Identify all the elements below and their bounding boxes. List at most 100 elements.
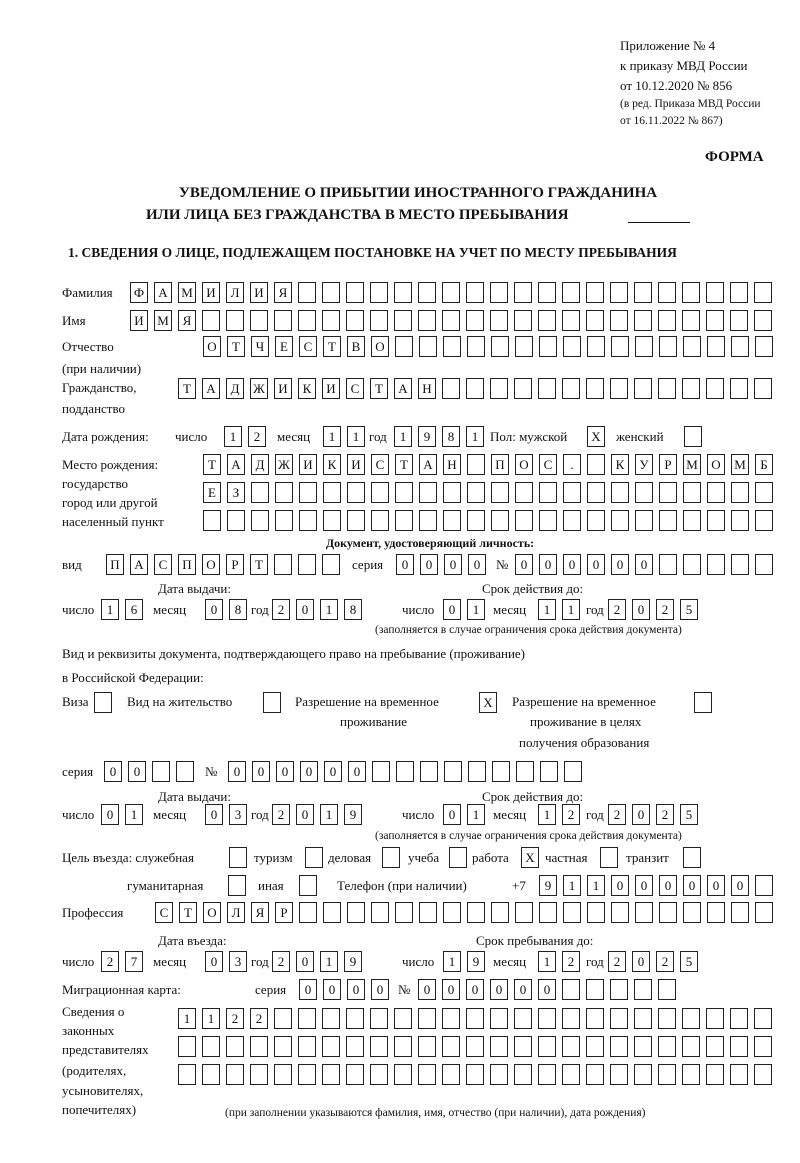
profession-box[interactable] — [563, 902, 581, 923]
reps-1-box[interactable] — [418, 1008, 436, 1029]
id-kind-box[interactable] — [274, 554, 292, 575]
sex-male-box[interactable]: X — [587, 426, 605, 447]
surname-box[interactable]: И — [202, 282, 220, 303]
mc-number-box[interactable]: 0 — [466, 979, 484, 1000]
reps-3-box[interactable] — [658, 1064, 676, 1085]
id-number-box[interactable]: 0 — [563, 554, 581, 575]
reps-1-box[interactable]: 2 — [250, 1008, 268, 1029]
id-issue-month-box[interactable]: 0 — [205, 599, 223, 620]
id-kind-box[interactable] — [322, 554, 340, 575]
profession-box[interactable] — [539, 902, 557, 923]
id-kind-box[interactable]: А — [130, 554, 148, 575]
reps-1-box[interactable] — [562, 1008, 580, 1029]
birthplace-3-box[interactable] — [683, 510, 701, 531]
birthplace-3-box[interactable] — [707, 510, 725, 531]
name-box[interactable] — [706, 310, 724, 331]
birthplace-1-box[interactable]: И — [299, 454, 317, 475]
birthplace-2-box[interactable] — [611, 482, 629, 503]
name-box[interactable] — [754, 310, 772, 331]
patronymic-box[interactable] — [563, 336, 581, 357]
citizenship-box[interactable]: Н — [418, 378, 436, 399]
stay-number-box[interactable]: 0 — [228, 761, 246, 782]
reps-1-box[interactable] — [322, 1008, 340, 1029]
birthplace-3-box[interactable] — [347, 510, 365, 531]
reps-2-box[interactable] — [490, 1036, 508, 1057]
citizenship-box[interactable] — [442, 378, 460, 399]
birthplace-3-box[interactable] — [371, 510, 389, 531]
reps-1-box[interactable] — [274, 1008, 292, 1029]
profession-box[interactable] — [299, 902, 317, 923]
purpose-humanitarian-box[interactable] — [228, 875, 246, 896]
citizenship-box[interactable]: К — [298, 378, 316, 399]
birthplace-1-box[interactable]: М — [683, 454, 701, 475]
patronymic-box[interactable] — [707, 336, 725, 357]
birthplace-3-box[interactable] — [275, 510, 293, 531]
birthplace-2-box[interactable] — [515, 482, 533, 503]
stay-valid-day-box[interactable]: 0 — [443, 804, 461, 825]
reps-1-box[interactable] — [514, 1008, 532, 1029]
birthplace-2-box[interactable]: Е — [203, 482, 221, 503]
mc-number-box[interactable] — [634, 979, 652, 1000]
id-series-box[interactable]: 0 — [444, 554, 462, 575]
reps-3-box[interactable] — [634, 1064, 652, 1085]
stay-place-blank[interactable] — [628, 207, 690, 223]
birthplace-2-box[interactable] — [563, 482, 581, 503]
reps-2-box[interactable] — [730, 1036, 748, 1057]
surname-box[interactable]: Я — [274, 282, 292, 303]
birth-year-box[interactable]: 1 — [394, 426, 412, 447]
birthplace-2-box[interactable] — [275, 482, 293, 503]
birthplace-3-box[interactable] — [755, 510, 773, 531]
name-box[interactable] — [562, 310, 580, 331]
id-valid-year-box[interactable]: 2 — [608, 599, 626, 620]
name-box[interactable]: И — [130, 310, 148, 331]
stay-number-box[interactable] — [396, 761, 414, 782]
stay-number-box[interactable]: 0 — [324, 761, 342, 782]
mc-number-box[interactable] — [562, 979, 580, 1000]
reps-3-box[interactable] — [178, 1064, 196, 1085]
stay-valid-year-box[interactable]: 2 — [608, 804, 626, 825]
stay-issue-day-box[interactable]: 1 — [125, 804, 143, 825]
profession-box[interactable] — [467, 902, 485, 923]
citizenship-box[interactable]: А — [202, 378, 220, 399]
reps-2-box[interactable] — [418, 1036, 436, 1057]
reps-2-box[interactable] — [370, 1036, 388, 1057]
reps-3-box[interactable] — [706, 1064, 724, 1085]
id-issue-year-box[interactable]: 0 — [296, 599, 314, 620]
stay-until-year-box[interactable]: 0 — [632, 951, 650, 972]
reps-1-box[interactable] — [538, 1008, 556, 1029]
birthplace-2-box[interactable] — [395, 482, 413, 503]
citizenship-box[interactable]: Д — [226, 378, 244, 399]
id-number-box[interactable]: 0 — [611, 554, 629, 575]
reps-2-box[interactable] — [226, 1036, 244, 1057]
phone-box[interactable]: 1 — [563, 875, 581, 896]
patronymic-box[interactable] — [731, 336, 749, 357]
birthplace-2-box[interactable] — [707, 482, 725, 503]
name-box[interactable] — [394, 310, 412, 331]
citizenship-box[interactable]: Т — [178, 378, 196, 399]
reps-3-box[interactable] — [682, 1064, 700, 1085]
stay-valid-year-box[interactable]: 5 — [680, 804, 698, 825]
profession-box[interactable] — [587, 902, 605, 923]
stay-series-box[interactable] — [152, 761, 170, 782]
entry-month-box[interactable]: 3 — [229, 951, 247, 972]
surname-box[interactable] — [370, 282, 388, 303]
stay-until-year-box[interactable]: 2 — [656, 951, 674, 972]
reps-2-box[interactable] — [634, 1036, 652, 1057]
temp-residence-box[interactable]: X — [479, 692, 497, 713]
reps-2-box[interactable] — [250, 1036, 268, 1057]
citizenship-box[interactable] — [562, 378, 580, 399]
profession-box[interactable]: Р — [275, 902, 293, 923]
surname-box[interactable] — [346, 282, 364, 303]
birth-year-box[interactable]: 9 — [418, 426, 436, 447]
name-box[interactable] — [490, 310, 508, 331]
reps-3-box[interactable] — [466, 1064, 484, 1085]
phone-box[interactable]: 1 — [587, 875, 605, 896]
reps-1-box[interactable] — [586, 1008, 604, 1029]
birthplace-1-box[interactable]: О — [515, 454, 533, 475]
id-number-box[interactable] — [659, 554, 677, 575]
name-box[interactable] — [682, 310, 700, 331]
birthplace-1-box[interactable]: М — [731, 454, 749, 475]
patronymic-box[interactable] — [443, 336, 461, 357]
name-box[interactable] — [610, 310, 628, 331]
birth-month-box[interactable]: 1 — [347, 426, 365, 447]
